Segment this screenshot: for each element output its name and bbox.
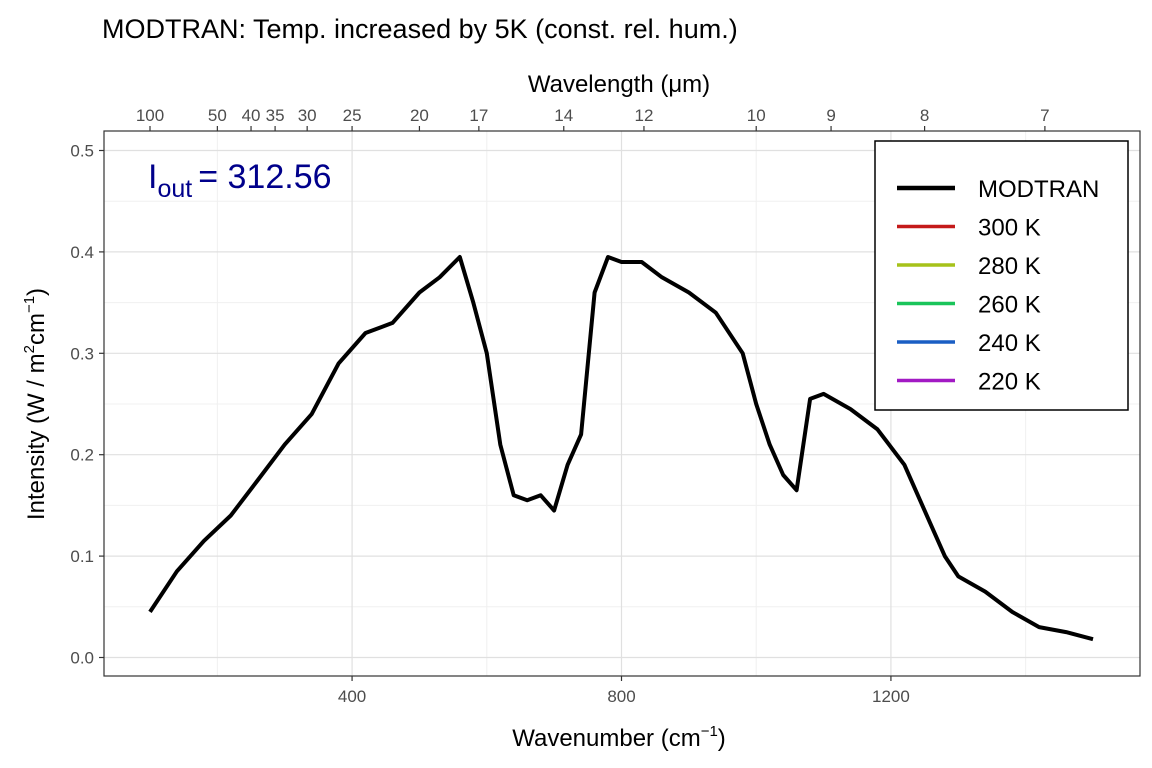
x2-tick-label: 100 bbox=[136, 106, 164, 125]
legend-label: 300 K bbox=[978, 215, 1041, 242]
legend-label: 240 K bbox=[978, 330, 1041, 357]
x2-tick-label: 9 bbox=[826, 106, 835, 125]
series-layer bbox=[148, 255, 1094, 642]
x2-tick-label: 7 bbox=[1040, 106, 1049, 125]
x2-tick-label: 17 bbox=[469, 106, 488, 125]
x2-tick-label: 8 bbox=[920, 106, 929, 125]
x-tick-label: 400 bbox=[338, 687, 366, 706]
y-tick-label: 0.4 bbox=[70, 243, 94, 262]
top-wavelength-axis: 100 50 40 35 30 25 20 17 14 12 10 9 8 7 bbox=[136, 106, 1050, 131]
y-tick-label: 0.5 bbox=[70, 142, 94, 161]
y-axis: 0.0 0.1 0.2 0.3 0.4 0.5 bbox=[70, 142, 104, 668]
x2-tick-label: 50 bbox=[208, 106, 227, 125]
series-line-modtran bbox=[148, 255, 1094, 642]
grid bbox=[104, 131, 1140, 676]
x2-tick-label: 12 bbox=[634, 106, 653, 125]
chart-title: MODTRAN: Temp. increased by 5K (const. r… bbox=[102, 14, 738, 44]
x2-tick-label: 30 bbox=[298, 106, 317, 125]
x2-tick-label: 10 bbox=[747, 106, 766, 125]
y-axis-title: Intensity (W / m2cm−1) bbox=[21, 288, 50, 520]
outgoing-intensity-annotation: Iout = 312.56 bbox=[148, 158, 332, 203]
x2-tick-label: 35 bbox=[266, 106, 285, 125]
x-tick-label: 1200 bbox=[872, 687, 910, 706]
legend: MODTRAN 300 K 280 K 260 K 240 K 220 K bbox=[874, 140, 1129, 411]
x2-tick-label: 14 bbox=[554, 106, 573, 125]
x-axis-title: Wavenumber (cm−1) bbox=[512, 723, 726, 752]
legend-label: 260 K bbox=[978, 292, 1041, 319]
x2-tick-label: 25 bbox=[343, 106, 362, 125]
y-tick-label: 0.0 bbox=[70, 649, 94, 668]
x-tick-label: 800 bbox=[607, 687, 635, 706]
y-tick-label: 0.1 bbox=[70, 547, 94, 566]
legend-label: MODTRAN bbox=[978, 176, 1099, 203]
x-axis: 400 800 1200 bbox=[338, 676, 910, 706]
x2-tick-label: 20 bbox=[410, 106, 429, 125]
legend-label: 220 K bbox=[978, 369, 1041, 396]
y-tick-label: 0.2 bbox=[70, 446, 94, 465]
legend-label: 280 K bbox=[978, 253, 1041, 280]
x2-tick-label: 40 bbox=[242, 106, 261, 125]
y-tick-label: 0.3 bbox=[70, 344, 94, 363]
x2-axis-title: Wavelength (μm) bbox=[528, 71, 710, 98]
